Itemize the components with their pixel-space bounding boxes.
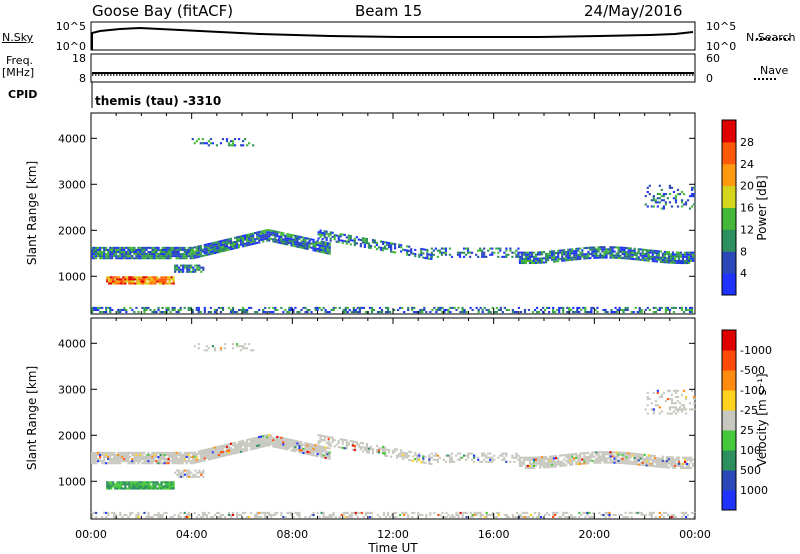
colorbar-swatch — [722, 390, 736, 411]
nave-tick-top: 60 — [706, 52, 720, 65]
colorbar-swatch — [722, 470, 736, 491]
ytick-label: 2000 — [58, 224, 86, 237]
nsearch-tick-bottom: 10^0 — [706, 40, 736, 53]
power-frame — [90, 112, 696, 315]
colorbar-tick-label: 20 — [740, 180, 754, 193]
velocity-colorbar: 1000 500 100 25 -25 -100 -500 -1000 — [721, 329, 772, 511]
colorbar-swatch — [722, 450, 736, 471]
station-title: Goose Bay (fitACF) — [92, 2, 234, 20]
nsky-panel: 10^5 10^0 10^5 10^0 — [56, 20, 736, 53]
colorbar-tick-label: -25 — [740, 404, 758, 417]
time-axis: 00:00 04:00 08:00 12:00 16:00 20:00 00:00 — [75, 528, 711, 541]
xtick-label: 20:00 — [578, 528, 610, 541]
colorbar-tick-label: -100 — [740, 384, 765, 397]
freq-tick-bottom: 8 — [79, 72, 86, 85]
freq-tick-top: 18 — [72, 52, 86, 65]
colorbar-swatch — [722, 120, 736, 143]
nsearch-dotted-marker — [756, 38, 790, 40]
colorbar-tick-label: 100 — [740, 444, 761, 457]
xtick-label: 04:00 — [176, 528, 208, 541]
colorbar-tick-label: 500 — [740, 464, 761, 477]
velocity-cells — [91, 343, 696, 519]
colorbar-swatch — [722, 185, 736, 208]
power-cells — [91, 138, 696, 314]
nsky-tick-top: 10^5 — [56, 20, 86, 33]
colorbar-swatch — [722, 330, 736, 351]
power-ylabel: Slant Range [km] — [25, 161, 39, 265]
colorbar-swatch — [722, 141, 736, 165]
velocity-axes: 1000 2000 3000 4000 — [58, 318, 696, 519]
cpid-value: themis (tau) -3310 — [95, 94, 221, 108]
freq-label-line1: Freq. — [6, 54, 34, 67]
ytick-label: 3000 — [58, 383, 86, 396]
xtick-label: 00:00 — [679, 528, 711, 541]
nsky-tick-bottom: 10^0 — [56, 40, 86, 53]
nave-tick-bottom: 0 — [706, 72, 713, 85]
colorbar-swatch — [722, 229, 736, 252]
colorbar-swatch — [722, 370, 736, 391]
colorbar-swatch — [722, 251, 736, 274]
velocity-ylabel: Slant Range [km] — [25, 366, 39, 470]
nsky-trace — [91, 26, 694, 50]
colorbar-swatch — [722, 163, 736, 187]
cpid-label: CPID — [8, 88, 38, 101]
freq-label-line2: [MHz] — [2, 66, 35, 79]
ytick-label: 1000 — [58, 475, 86, 488]
colorbar-tick-label: 25 — [740, 424, 754, 437]
colorbar-swatch — [722, 490, 736, 511]
nave-dotted-marker — [754, 78, 776, 80]
velocity-frame — [90, 317, 696, 520]
colorbar-tick-label: -500 — [740, 364, 765, 377]
date-title: 24/May/2016 — [584, 2, 683, 20]
colorbar-tick-label: 4 — [740, 267, 747, 280]
beam-title: Beam 15 — [355, 2, 423, 20]
ytick-label: 1000 — [58, 270, 86, 283]
freq-panel: 18 8 60 0 — [72, 52, 720, 108]
ytick-label: 2000 — [58, 429, 86, 442]
colorbar-swatch — [722, 410, 736, 431]
power-panel: 1000 2000 3000 4000 Slant Range [km] 4 8 12 16… — [25, 112, 769, 315]
colorbar-tick-label: 8 — [740, 245, 747, 258]
xtick-label: 08:00 — [276, 528, 308, 541]
ytick-label: 4000 — [58, 132, 86, 145]
colorbar-tick-label: 1000 — [740, 484, 768, 497]
nsearch-label: N.Search — [746, 31, 796, 44]
nsearch-tick-top: 10^5 — [706, 20, 736, 33]
time-axis-label: Time UT — [367, 541, 418, 554]
colorbar-swatch — [722, 350, 736, 371]
nsky-label: N.Sky — [2, 31, 34, 44]
velocity-colorbar-label: Velocity [m s⁻¹] — [755, 373, 769, 466]
ytick-label: 4000 — [58, 337, 86, 350]
xtick-label: 12:00 — [377, 528, 409, 541]
colorbar-tick-label: 16 — [740, 202, 754, 215]
velocity-panel: 1000 2000 3000 4000 Slant Range [km] 1000 50… — [25, 317, 772, 520]
colorbar-tick-label: 28 — [740, 136, 754, 149]
colorbar-tick-label: 12 — [740, 223, 754, 236]
power-colorbar: 4 8 12 16 20 24 28 — [721, 119, 754, 296]
xtick-label: 16:00 — [478, 528, 510, 541]
colorbar-swatch — [722, 273, 736, 296]
nave-label: Nave — [760, 64, 789, 77]
colorbar-swatch — [722, 430, 736, 451]
colorbar-tick-label: -1000 — [740, 344, 772, 357]
colorbar-swatch — [722, 207, 736, 230]
colorbar-tick-label: 24 — [740, 158, 754, 171]
power-colorbar-label: Power [dB] — [755, 175, 769, 240]
power-axes: 1000 2000 3000 4000 — [58, 113, 696, 314]
xtick-label: 00:00 — [75, 528, 107, 541]
ytick-label: 3000 — [58, 178, 86, 191]
